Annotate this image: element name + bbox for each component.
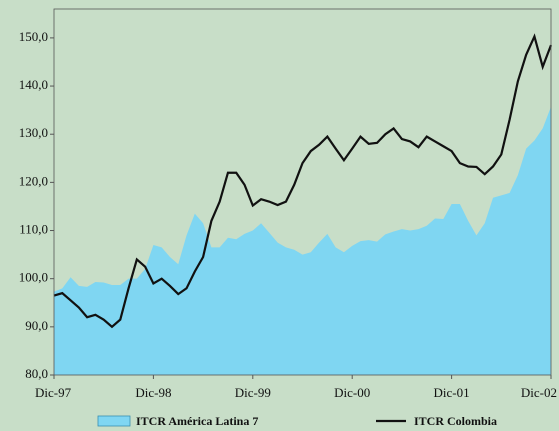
y-tick-label: 140,0: [19, 77, 48, 92]
plot-border: [53, 8, 552, 376]
legend-label: ITCR América Latina 7: [136, 414, 258, 428]
y-tick-label: 130,0: [19, 125, 48, 140]
y-tick-label: 80,0: [25, 366, 48, 381]
y-tick-label: 150,0: [19, 29, 48, 44]
y-tick-label: 120,0: [19, 173, 48, 188]
y-tick-label: 100,0: [19, 270, 48, 285]
line: [53, 33, 553, 329]
x-tick-label: Dic-98: [135, 385, 171, 400]
x-tick-label: Dic-02: [521, 385, 557, 400]
area: [54, 106, 551, 375]
x-tick-label: Dic-00: [334, 385, 370, 400]
x-tick-label: Dic-01: [434, 385, 470, 400]
y-tick-label: 110,0: [19, 222, 48, 237]
y-tick-label: 90,0: [25, 318, 48, 333]
x-tick-label: Dic-99: [235, 385, 271, 400]
legend-swatch: [97, 415, 131, 427]
legend-label: ITCR Colombia: [414, 414, 497, 428]
x-tick-label: Dic-97: [35, 385, 72, 400]
